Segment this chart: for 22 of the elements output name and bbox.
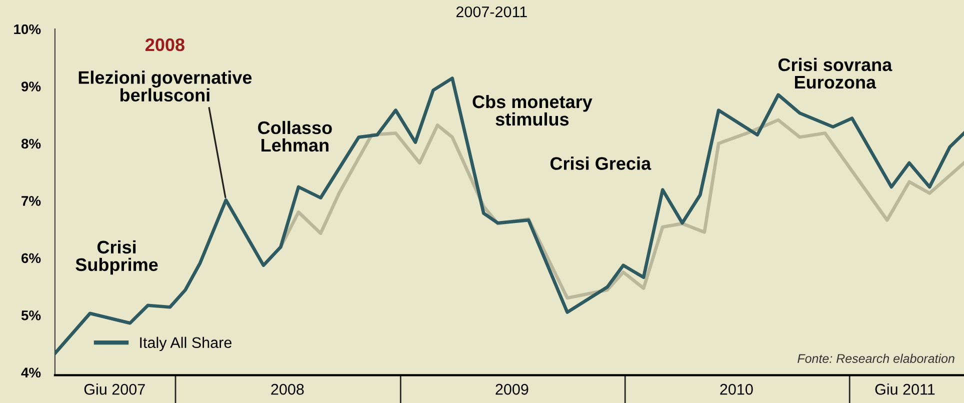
x-tick-label: 2010: [720, 384, 753, 395]
y-tick-label: 4%: [21, 368, 41, 378]
x-tick-label: 2009: [496, 384, 528, 395]
annotation: Elezioni governative berlusconi: [78, 70, 252, 102]
legend-label: Italy All Share: [140, 336, 232, 352]
y-tick-label: 5%: [21, 310, 41, 320]
annotation: Fonte: Research elaboration: [798, 354, 954, 363]
annotation: Crisi Subprime: [76, 240, 158, 275]
annotation: Crisi Grecia: [550, 156, 652, 170]
annotation: Collasso Lehman: [258, 120, 332, 152]
annotation: Cbs monetary stimulus: [472, 94, 592, 126]
annotation: 2008: [145, 38, 184, 52]
annotation: Crisi sovrana Eurozona: [778, 58, 892, 89]
x-tick-label: Giu 2011: [875, 384, 935, 395]
x-tick-label: 2008: [271, 384, 304, 395]
y-tick-label: 8%: [21, 138, 41, 149]
x-tick-label: Giu 2007: [84, 384, 145, 395]
y-tick-label: 9%: [21, 82, 41, 92]
y-tick-label: 7%: [22, 196, 41, 206]
y-tick-label: 6%: [21, 253, 41, 264]
chart-title: 2007-2011: [456, 6, 527, 18]
y-tick-label: 10%: [14, 24, 41, 34]
